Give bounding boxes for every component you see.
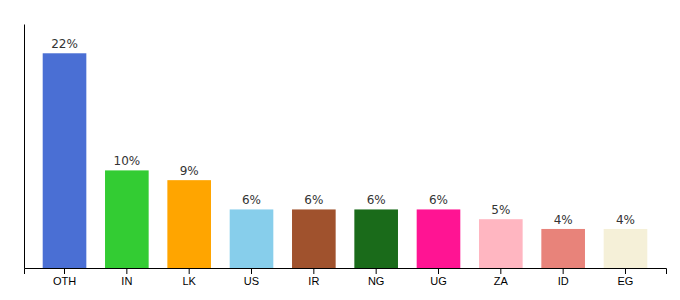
chart-container: OTH IN LK US IR NG UG ZA ID EG 22% 10% 9% 6% 6% 6% 6% 5% 4… (0, 0, 680, 300)
x-tick-label: UG (430, 275, 447, 287)
x-tick-label: OTH (53, 275, 76, 287)
data-label: 9% (180, 164, 199, 178)
plot-area (43, 53, 648, 268)
x-tick-label: NG (368, 275, 385, 287)
x-tick-mark (189, 268, 190, 274)
x-tick-mark (64, 268, 65, 274)
x-tick: EG (618, 268, 634, 287)
x-tick-mark (251, 268, 252, 274)
bar (479, 219, 523, 268)
bar (354, 209, 398, 268)
x-tick: US (244, 268, 259, 287)
x-axis: OTH IN LK US IR NG UG ZA ID EG (25, 268, 667, 287)
y-axis (24, 25, 25, 269)
x-tick-label: ID (558, 275, 569, 287)
x-tick: LK (182, 268, 196, 287)
bar (167, 180, 211, 268)
x-tick: UG (430, 268, 447, 287)
x-tick-mark (126, 268, 127, 274)
bar (105, 170, 149, 268)
data-label: 6% (429, 193, 448, 207)
bar (292, 209, 336, 268)
x-tick-mark (313, 268, 314, 274)
x-tick-mark (563, 268, 564, 274)
x-tick: IN (121, 268, 132, 287)
bar (230, 209, 274, 268)
x-tick-mark (625, 268, 626, 274)
x-tick: IR (308, 268, 319, 287)
x-axis-line (25, 269, 667, 275)
data-label: 6% (367, 193, 386, 207)
data-label: 4% (554, 213, 573, 227)
x-tick: NG (368, 268, 385, 287)
x-tick-mark (438, 268, 439, 274)
bar (541, 229, 585, 268)
x-tick: ZA (494, 268, 509, 287)
data-label: 10% (114, 154, 141, 168)
chart-svg: OTH IN LK US IR NG UG ZA ID EG 22% 10% 9% 6% 6% 6% 6% 5% 4… (0, 0, 680, 300)
x-tick-label: US (244, 275, 259, 287)
bar (417, 209, 461, 268)
data-label: 6% (304, 193, 323, 207)
bar (43, 53, 87, 268)
data-labels: 22% 10% 9% 6% 6% 6% 6% 5% 4% 4% (51, 37, 635, 227)
y-axis-line (24, 25, 25, 269)
x-tick-label: IR (308, 275, 319, 287)
data-label: 22% (51, 37, 78, 51)
data-label: 5% (491, 203, 510, 217)
x-tick: OTH (53, 268, 76, 287)
data-label: 6% (242, 193, 261, 207)
data-label: 4% (616, 213, 635, 227)
x-tick: ID (558, 268, 569, 287)
x-tick-mark (500, 268, 501, 274)
x-tick-label: IN (121, 275, 132, 287)
x-tick-label: EG (618, 275, 634, 287)
x-tick-mark (376, 268, 377, 274)
x-tick-label: ZA (494, 275, 509, 287)
bar (604, 229, 648, 268)
x-tick-label: LK (182, 275, 196, 287)
